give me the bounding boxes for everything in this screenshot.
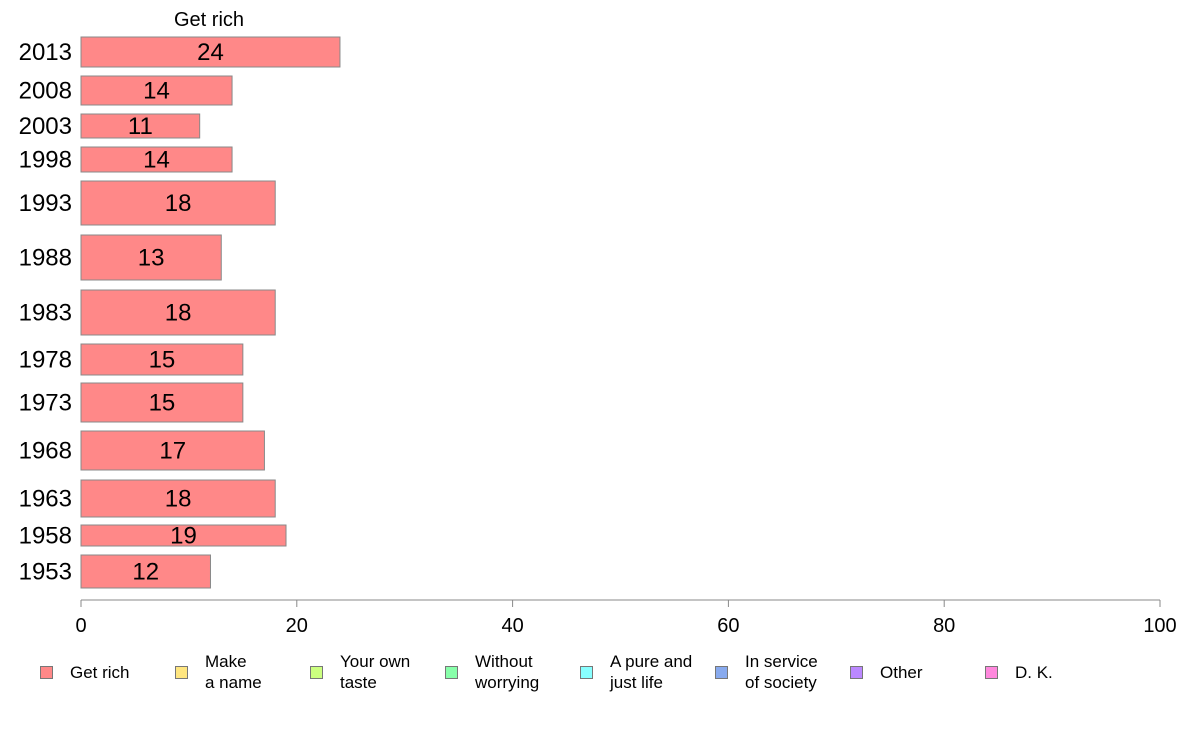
bar-1953 xyxy=(80,554,211,589)
legend-swatch xyxy=(850,665,863,679)
legend-label: Make a name xyxy=(205,652,262,692)
bar-value-label-2013: 24 xyxy=(197,39,224,66)
year-label-1958: 1958 xyxy=(19,523,72,550)
legend-swatch xyxy=(175,665,188,679)
year-label-1968: 1968 xyxy=(19,438,72,465)
bar-value-label-1988: 13 xyxy=(138,245,165,272)
legend-label: Your own taste xyxy=(340,652,411,692)
legend-swatch xyxy=(445,665,458,679)
x-tick-label-0: 0 xyxy=(75,615,86,637)
bar-1998 xyxy=(80,146,233,173)
legend-swatch xyxy=(310,665,323,679)
legend-item-other: Other xyxy=(850,650,923,694)
year-label-1963: 1963 xyxy=(19,486,72,513)
bar-1958 xyxy=(80,524,287,547)
year-label-1993: 1993 xyxy=(19,190,72,217)
legend-swatch xyxy=(985,665,998,679)
legend-label: Other xyxy=(880,662,923,682)
legend-item-make-a-name: Make a name xyxy=(175,650,262,694)
legend-item-pure-and-just-life: A pure and just life xyxy=(580,650,692,694)
legend-swatch xyxy=(40,665,53,679)
year-label-1978: 1978 xyxy=(19,347,72,374)
year-label-2013: 2013 xyxy=(19,39,72,66)
legend-label: A pure and just life xyxy=(610,652,693,692)
legend-label: D. K. xyxy=(1015,662,1053,682)
x-axis: 0 20 40 60 80 100 xyxy=(75,599,1177,637)
bar-value-label-1963: 18 xyxy=(165,486,192,513)
x-tick-label-20: 20 xyxy=(286,615,308,637)
bar-1963 xyxy=(80,479,276,518)
bar-value-label-1998: 14 xyxy=(143,147,170,174)
legend-item-your-own-taste: Your own taste xyxy=(310,650,410,694)
year-label-1988: 1988 xyxy=(19,245,72,272)
bar-value-label-1983: 18 xyxy=(165,300,192,327)
bar-1993 xyxy=(80,180,276,226)
bar-1968 xyxy=(80,430,265,471)
bar-1983 xyxy=(80,289,276,336)
bar-value-label-2008: 14 xyxy=(143,78,170,105)
year-label-1983: 1983 xyxy=(19,300,72,327)
bar-1978 xyxy=(80,343,244,376)
chart-title: Get rich xyxy=(174,9,244,31)
legend-item-in-service-of-society: In service of society xyxy=(715,650,818,694)
x-tick-label-80: 80 xyxy=(933,615,955,637)
legend-item-dk: D. K. xyxy=(985,650,1053,694)
x-tick-label-100: 100 xyxy=(1143,615,1176,637)
bar-value-label-1958: 19 xyxy=(170,523,197,550)
bars-group: 24 14 11 14 18 13 18 15 15 17 18 19 12 xyxy=(80,36,341,589)
year-label-1998: 1998 xyxy=(19,147,72,174)
bar-1973 xyxy=(80,382,244,423)
bar-2003 xyxy=(80,113,201,139)
year-labels-group: 2013 2008 2003 1998 1993 1988 1983 1978 1973 1968… xyxy=(19,39,72,586)
bar-2013 xyxy=(80,36,341,68)
x-tick-label-40: 40 xyxy=(501,615,523,637)
year-label-2008: 2008 xyxy=(19,78,72,105)
legend-item-get-rich: Get rich xyxy=(40,650,130,694)
legend-swatch xyxy=(580,665,593,679)
bar-2008 xyxy=(80,75,233,106)
x-tick-label-60: 60 xyxy=(717,615,739,637)
bar-value-label-1993: 18 xyxy=(165,190,192,217)
legend-swatch xyxy=(715,665,728,679)
legend-label: Get rich xyxy=(70,662,130,682)
bar-value-label-1978: 15 xyxy=(149,347,176,374)
bar-1988 xyxy=(80,234,222,281)
bar-value-label-1968: 17 xyxy=(159,438,186,465)
bar-value-label-1973: 15 xyxy=(149,390,176,417)
legend-label: Without worrying xyxy=(475,652,540,692)
year-label-2003: 2003 xyxy=(19,113,72,140)
bar-value-label-1953: 12 xyxy=(132,559,159,586)
legend-item-without-worrying: Without worrying xyxy=(445,650,539,694)
legend: Get rich Make a name Your own taste With… xyxy=(40,650,1160,694)
year-label-1973: 1973 xyxy=(19,390,72,417)
bar-value-label-2003: 11 xyxy=(128,113,153,140)
year-label-1953: 1953 xyxy=(19,559,72,586)
legend-label: In service of society xyxy=(745,652,818,692)
